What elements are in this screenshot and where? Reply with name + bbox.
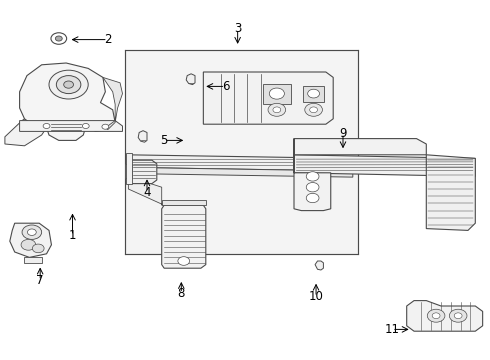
Polygon shape <box>128 176 164 205</box>
Circle shape <box>432 313 440 319</box>
Polygon shape <box>407 301 483 331</box>
Circle shape <box>82 123 89 129</box>
Text: 8: 8 <box>177 287 185 300</box>
Text: 9: 9 <box>339 127 347 140</box>
Circle shape <box>43 123 50 129</box>
Polygon shape <box>125 164 132 178</box>
Text: 4: 4 <box>143 186 151 199</box>
Polygon shape <box>127 155 353 171</box>
Polygon shape <box>203 72 333 124</box>
Circle shape <box>64 81 74 88</box>
Circle shape <box>22 225 42 239</box>
Circle shape <box>306 172 319 181</box>
Circle shape <box>305 103 322 116</box>
Polygon shape <box>263 84 291 104</box>
Text: 2: 2 <box>104 33 112 46</box>
Circle shape <box>55 36 62 41</box>
Polygon shape <box>294 139 331 211</box>
Circle shape <box>270 88 284 99</box>
Polygon shape <box>126 153 132 184</box>
Polygon shape <box>426 155 475 230</box>
Text: 7: 7 <box>36 274 44 287</box>
Circle shape <box>308 89 319 98</box>
Circle shape <box>178 257 190 265</box>
Circle shape <box>268 103 286 116</box>
Circle shape <box>32 244 44 253</box>
Text: 10: 10 <box>309 291 323 303</box>
Polygon shape <box>20 63 115 140</box>
Text: 6: 6 <box>221 80 229 93</box>
Circle shape <box>102 124 109 129</box>
Polygon shape <box>303 86 324 102</box>
Circle shape <box>310 107 318 113</box>
Text: 1: 1 <box>69 229 76 242</box>
Circle shape <box>27 229 36 235</box>
Polygon shape <box>294 139 426 155</box>
Circle shape <box>306 193 319 203</box>
Text: 5: 5 <box>160 134 168 147</box>
Circle shape <box>427 309 445 322</box>
Circle shape <box>49 70 88 99</box>
Polygon shape <box>315 261 323 270</box>
Circle shape <box>306 183 319 192</box>
Polygon shape <box>131 160 157 184</box>
Circle shape <box>51 33 67 44</box>
Polygon shape <box>24 257 42 263</box>
Text: 3: 3 <box>234 22 242 35</box>
Circle shape <box>273 107 281 113</box>
Circle shape <box>56 76 81 94</box>
Polygon shape <box>103 77 122 130</box>
Polygon shape <box>20 121 122 131</box>
Polygon shape <box>294 155 475 176</box>
Polygon shape <box>10 223 51 257</box>
Circle shape <box>454 313 462 319</box>
Polygon shape <box>5 119 47 146</box>
Polygon shape <box>125 50 358 254</box>
Polygon shape <box>186 74 195 85</box>
Polygon shape <box>162 200 206 205</box>
Text: 11: 11 <box>385 323 399 336</box>
Polygon shape <box>138 131 147 142</box>
Polygon shape <box>162 205 206 268</box>
Circle shape <box>21 239 36 250</box>
Polygon shape <box>127 167 353 177</box>
Circle shape <box>449 309 467 322</box>
